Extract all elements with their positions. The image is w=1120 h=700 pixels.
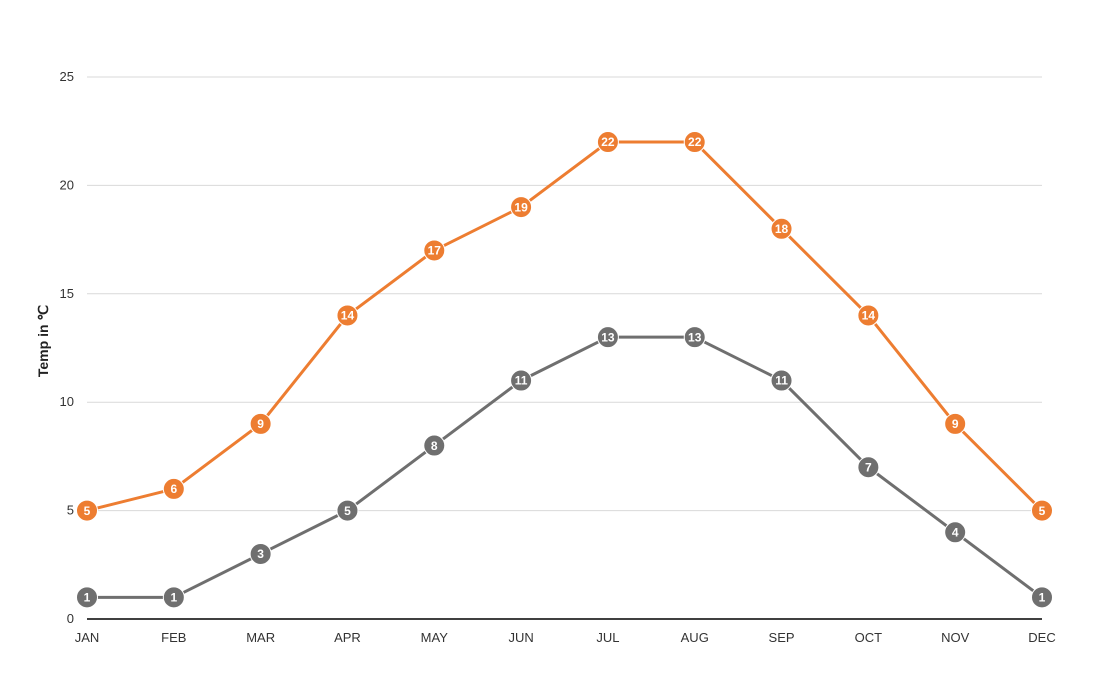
series-1-point-jul bbox=[596, 131, 619, 154]
series-2-data-label-jan: 1 bbox=[84, 591, 91, 605]
y-axis-ticks: 0 5 10 15 20 25 bbox=[60, 69, 74, 626]
x-tick-label-dec: DEC bbox=[1028, 630, 1055, 645]
series-1-data-label-sep: 18 bbox=[775, 222, 789, 236]
x-tick-label-aug: AUG bbox=[681, 630, 709, 645]
series-2-point-apr bbox=[336, 499, 359, 522]
series-1-point-may bbox=[423, 239, 446, 262]
x-tick-label-feb: FEB bbox=[161, 630, 186, 645]
series-1-point-nov bbox=[944, 412, 967, 435]
series-1-point-feb bbox=[162, 477, 185, 500]
series-2-line bbox=[85, 335, 1044, 599]
series-2-point-aug bbox=[683, 326, 706, 349]
series-2-point-jan bbox=[76, 586, 98, 609]
x-tick-label-jan: JAN bbox=[75, 630, 100, 645]
x-tick-label-mar: MAR bbox=[246, 630, 275, 645]
series-2-point-may bbox=[423, 434, 446, 457]
x-tick-label-may: MAY bbox=[421, 630, 449, 645]
series-2-data-label-oct: 7 bbox=[865, 460, 872, 474]
y-axis-label: Temp in ℃ bbox=[35, 305, 51, 378]
series-2-point-jun bbox=[510, 369, 533, 392]
series-2-data-label-nov: 4 bbox=[952, 525, 959, 539]
series-1-data-label-nov: 9 bbox=[952, 417, 959, 431]
series-2-data-label-mar: 3 bbox=[257, 547, 264, 561]
series-2-point-jul bbox=[596, 326, 619, 349]
series-1-point-aug bbox=[683, 131, 706, 154]
series-2-data-label-jul: 13 bbox=[601, 330, 615, 344]
series-1-data-label-jan: 5 bbox=[84, 504, 91, 518]
y-tick-label-0: 0 bbox=[67, 611, 74, 626]
x-tick-label-oct: OCT bbox=[855, 630, 883, 645]
y-tick-label-10: 10 bbox=[60, 394, 74, 409]
series-1-point-mar bbox=[249, 412, 272, 435]
series-2-data-label-feb: 1 bbox=[170, 591, 177, 605]
x-axis-ticks: JAN FEB MAR APR MAY JUN JUL AUG SEP OCT NOV DEC bbox=[75, 630, 1056, 645]
series-2-data-label-sep: 11 bbox=[775, 374, 788, 388]
series-1-data-label-feb: 6 bbox=[170, 482, 177, 496]
series-1-data-label-apr: 14 bbox=[341, 309, 355, 323]
series-2-point-sep bbox=[770, 369, 793, 392]
series-1-data-label-jun: 19 bbox=[514, 200, 528, 214]
series-1-point-apr bbox=[336, 304, 359, 327]
x-tick-label-apr: APR bbox=[334, 630, 361, 645]
series-1-point-jan bbox=[76, 499, 98, 522]
series-1-data-label-oct: 14 bbox=[862, 309, 876, 323]
series-1: 5 6 9 14 17 19 22 22 18 14 9 5 bbox=[76, 131, 1053, 522]
series-1-data-label-dec: 5 bbox=[1039, 504, 1046, 518]
series-2-data-label-dec: 1 bbox=[1039, 591, 1046, 605]
y-tick-label-20: 20 bbox=[60, 177, 74, 192]
series-2-data-label-jun: 11 bbox=[515, 374, 528, 388]
series-1-point-oct bbox=[857, 304, 880, 327]
series-2-data-label-apr: 5 bbox=[344, 504, 351, 518]
x-tick-label-nov: NOV bbox=[941, 630, 970, 645]
y-tick-label-25: 25 bbox=[60, 69, 74, 84]
series-1-data-label-jul: 22 bbox=[601, 135, 615, 149]
gridlines bbox=[87, 76, 1042, 620]
series-2-point-nov bbox=[944, 521, 967, 544]
series-2-point-oct bbox=[857, 456, 880, 479]
y-tick-label-15: 15 bbox=[60, 286, 74, 301]
series-2-data-label-may: 8 bbox=[431, 439, 438, 453]
x-tick-label-jun: JUN bbox=[508, 630, 533, 645]
series-2-point-feb bbox=[162, 586, 185, 609]
series-1-point-sep bbox=[770, 217, 793, 240]
series-2-point-dec bbox=[1031, 586, 1053, 609]
series-1-line bbox=[85, 140, 1044, 513]
series-2-point-mar bbox=[249, 542, 272, 565]
series-2-data-label-aug: 13 bbox=[688, 330, 702, 344]
y-tick-label-5: 5 bbox=[67, 503, 74, 518]
series-1-data-label-mar: 9 bbox=[257, 417, 264, 431]
series-1-data-label-aug: 22 bbox=[688, 135, 702, 149]
series-1-point-jun bbox=[510, 196, 533, 219]
x-tick-label-jul: JUL bbox=[596, 630, 619, 645]
series-1-data-label-may: 17 bbox=[428, 244, 442, 258]
x-tick-label-sep: SEP bbox=[769, 630, 795, 645]
series-1-point-dec bbox=[1031, 499, 1053, 522]
